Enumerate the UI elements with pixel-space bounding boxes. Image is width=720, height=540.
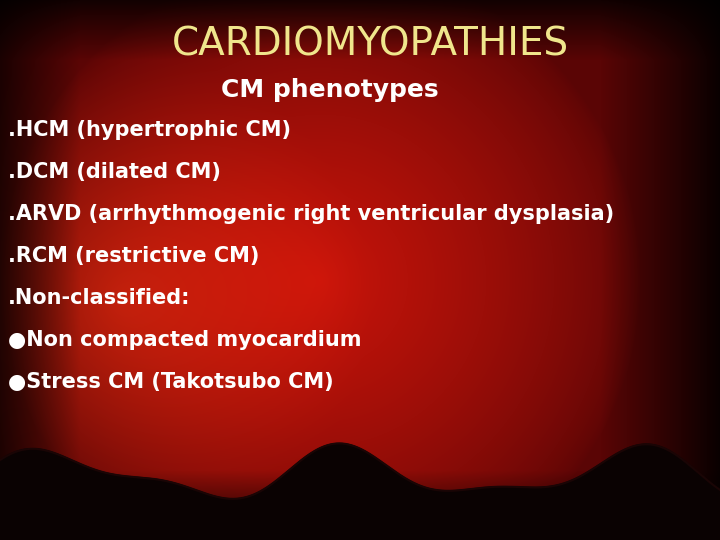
Text: .Non-classified:: .Non-classified: [8, 288, 191, 308]
Text: .RCM (restrictive CM): .RCM (restrictive CM) [8, 246, 259, 266]
Text: CM phenotypes: CM phenotypes [221, 78, 438, 102]
Text: .DCM (dilated CM): .DCM (dilated CM) [8, 162, 221, 182]
Text: CARDIOMYOPATHIES: CARDIOMYOPATHIES [171, 26, 569, 64]
Text: ●Stress CM (Takotsubo CM): ●Stress CM (Takotsubo CM) [8, 372, 333, 392]
Text: .HCM (hypertrophic CM): .HCM (hypertrophic CM) [8, 120, 291, 140]
Text: ●Non compacted myocardium: ●Non compacted myocardium [8, 330, 361, 350]
Text: .ARVD (arrhythmogenic right ventricular dysplasia): .ARVD (arrhythmogenic right ventricular … [8, 204, 614, 224]
